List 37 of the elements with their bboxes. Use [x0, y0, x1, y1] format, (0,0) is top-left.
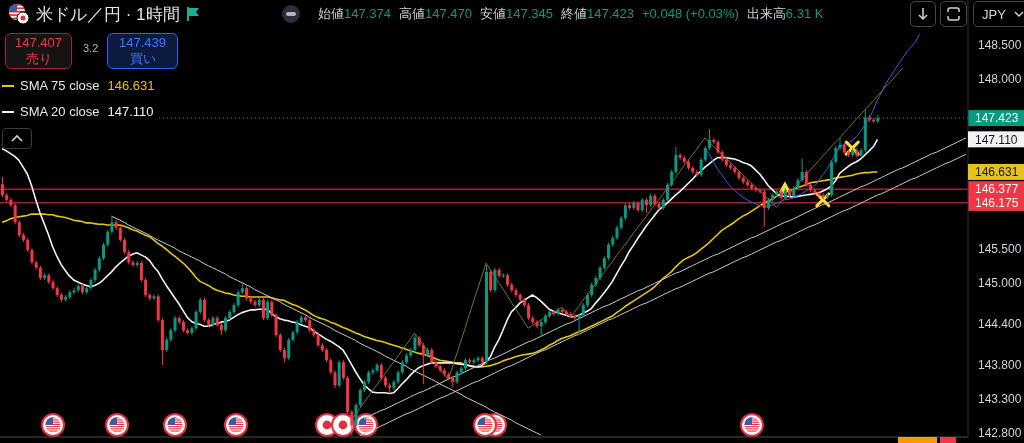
annotation: 始値 [318, 5, 344, 23]
annotation: 146.631 [107, 77, 155, 95]
legend-label: SMA 20 close [20, 103, 100, 121]
y-tick-label: 145.500 [978, 242, 1022, 256]
annotation: 終値 [561, 5, 587, 23]
ref-line-label: 147.423 [975, 111, 1019, 126]
ref-line-label: 146.175 [975, 196, 1019, 211]
annotation: 安値 [480, 5, 506, 23]
y-tick-label: 143.800 [978, 357, 1022, 372]
annotation: 6.31 K [785, 5, 824, 23]
annotation: 出来高 [746, 5, 786, 23]
y-tick-label: 148.000 [978, 72, 1022, 87]
y-tick-label: 142.800 [978, 425, 1022, 440]
annotation: 高値 [399, 5, 425, 23]
annotation: 3.2 [83, 42, 99, 54]
annotation: 売り [24, 51, 53, 67]
annotation: 147.407 [14, 35, 63, 51]
y-tick-label: 143.300 [978, 391, 1022, 406]
text: 146.631 [975, 165, 1019, 180]
text: 147.110 [975, 132, 1018, 147]
dropdown-field: JPY [973, 1, 1024, 27]
annotation: 147.110 [107, 103, 154, 121]
sell-button: 147.407 売り [5, 33, 72, 69]
annotation: 147.374 [344, 5, 391, 23]
y-tick-label: 145.000 [978, 275, 1022, 290]
annotation: +0.048 (+0.03%) [642, 5, 739, 23]
y-tick-label: 144.400 [978, 316, 1022, 331]
y-tick-label: 148.500 [978, 38, 1022, 53]
legend-label: SMA 75 close [20, 77, 100, 95]
chart-title: 米ドル／円 · 1時間 [36, 3, 180, 26]
annotation: 147.439 [118, 35, 167, 51]
annotation: 147.470 [425, 5, 472, 23]
annotation: 147.345 [506, 5, 553, 23]
annotation: 147.423 [587, 5, 634, 23]
ref-line-label: 146.377 [975, 182, 1019, 197]
buy-button: 147.439 買い [107, 33, 178, 69]
annotation: 買い [128, 51, 157, 67]
